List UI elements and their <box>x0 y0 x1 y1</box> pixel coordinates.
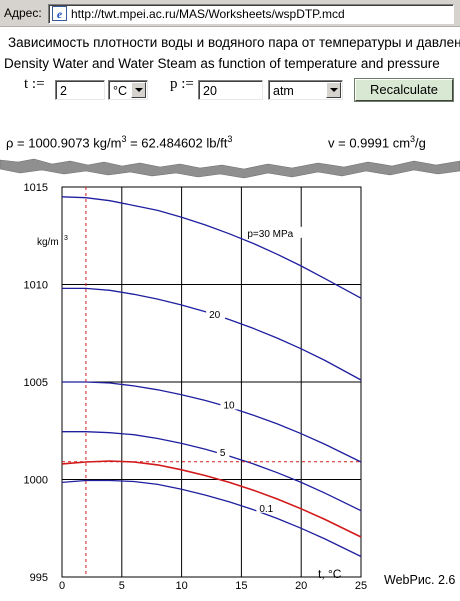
y-tick-label: 995 <box>30 572 48 584</box>
x-tick-label: 10 <box>175 580 187 592</box>
chart-crosshair <box>62 187 361 577</box>
series-line <box>62 287 362 381</box>
volume-text: v = 0.9991 cm <box>328 135 411 151</box>
chart-grid <box>61 186 362 578</box>
series-line <box>61 479 362 558</box>
series-line <box>61 460 362 538</box>
density-lb-exp: 3 <box>227 134 233 144</box>
series-label: 10 <box>223 400 235 411</box>
y-tick-label: 1010 <box>24 280 48 292</box>
series-label-bg <box>256 501 282 513</box>
series-label-bg <box>244 226 303 238</box>
x-tick-label: 25 <box>355 580 367 592</box>
figure-caption: WebРис. 2.6 <box>384 573 456 587</box>
recalculate-button[interactable]: Recalculate <box>355 79 453 101</box>
title-english: Density Water and Water Steam as functio… <box>4 56 440 71</box>
volume-exp: 3 <box>410 134 416 144</box>
series-label-bg <box>220 398 240 410</box>
x-tick-label: 5 <box>119 580 125 592</box>
x-axis-label: t, °C <box>318 567 342 581</box>
x-tick-label: 20 <box>295 580 307 592</box>
x-tick-label: 15 <box>235 580 247 592</box>
title-russian: Зависимость плотности воды и водяного па… <box>8 35 460 50</box>
series-label: 5 <box>220 448 226 459</box>
p-label: p := <box>170 76 194 92</box>
series-label: 0.1 <box>259 504 273 515</box>
page-icon: e <box>52 6 67 21</box>
chart-series-labels: p=30 MPa 20 10 5 0.1 <box>206 226 303 515</box>
t-label: t := <box>24 76 45 92</box>
y-tick-label: 1005 <box>24 377 48 389</box>
t-unit-value: °C <box>113 84 128 98</box>
series-line <box>61 196 362 299</box>
address-input[interactable]: e http://twt.mpei.ac.ru/MAS/Worksheets/w… <box>48 4 454 24</box>
address-label: Адрес: <box>4 6 42 20</box>
density-result: ρ = 1000.9073 kg/m3 = 62.484602 lb/ft3 <box>6 134 232 150</box>
series-label: p=30 MPa <box>247 229 293 240</box>
p-unit-value: atm <box>273 84 294 98</box>
specific-volume-result: v = 0.9991 cm3/g <box>328 134 426 150</box>
series-label-bg <box>206 307 226 319</box>
density-kg-exp: 3 <box>121 134 127 144</box>
t-input[interactable]: 2 <box>55 80 105 100</box>
chevron-down-icon[interactable] <box>326 82 341 98</box>
y-axis-unit-exp: 3 <box>64 235 68 242</box>
x-tick-label: 0 <box>59 580 65 592</box>
chevron-down-icon[interactable] <box>131 82 146 98</box>
p-input[interactable]: 20 <box>198 80 263 100</box>
series-label-bg <box>216 446 230 458</box>
series-label: 20 <box>209 310 221 321</box>
svg-text:e: e <box>57 7 63 21</box>
p-unit-select[interactable]: atm <box>268 80 343 100</box>
chart-series <box>61 196 362 558</box>
t-unit-select[interactable]: °C <box>108 80 148 100</box>
address-bar: Адрес: e http://twt.mpei.ac.ru/MAS/Works… <box>0 0 460 27</box>
density-lb-text: = 62.484602 lb/ft <box>126 135 228 151</box>
torn-paper-divider <box>0 158 460 179</box>
volume-unit-tail: /g <box>415 135 426 151</box>
address-url: http://twt.mpei.ac.ru/MAS/Worksheets/wsp… <box>71 7 345 21</box>
y-axis-unit: kg/m <box>37 237 59 248</box>
y-tick-label: 1015 <box>24 182 48 194</box>
y-tick-label: 1000 <box>24 475 48 487</box>
series-line <box>62 431 362 512</box>
series-line <box>62 381 362 463</box>
density-kg-text: ρ = 1000.9073 kg/m <box>6 135 122 151</box>
